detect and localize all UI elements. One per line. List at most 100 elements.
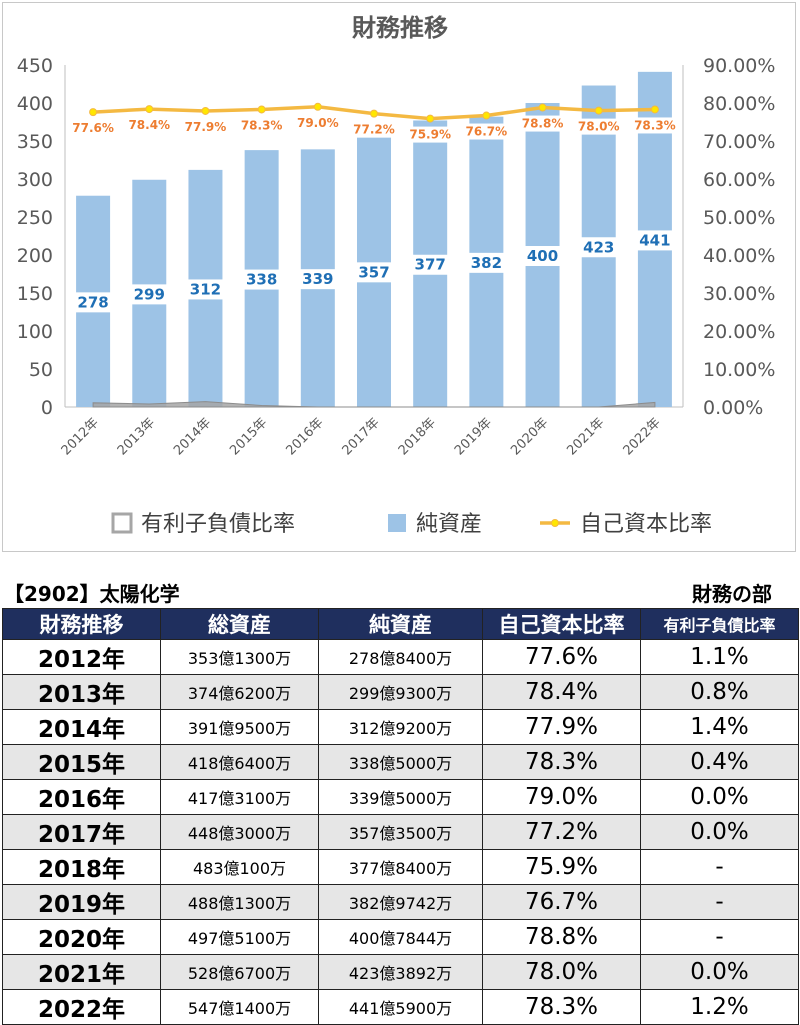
y2-tick-label: 10.00% [703, 359, 775, 381]
cell-year: 2012年 [2, 639, 161, 675]
point-equity-ratio [650, 105, 659, 114]
bar-label-bg [524, 246, 561, 266]
table-body: 2012年 353億1300万 278億8400万 77.6% 1.1% 2013年 374… [2, 639, 799, 1025]
cell-total-assets: 483億100万 [160, 849, 319, 885]
bar-label-bg [187, 279, 224, 300]
pct-label-bg [519, 115, 566, 132]
y-tick-label: 50 [29, 359, 53, 381]
equity-ratio-label: 78.3% [634, 118, 676, 132]
cell-net-assets: 377億8400万 [318, 849, 483, 885]
cell-total-assets: 353億1300万 [160, 639, 319, 675]
net-assets-label: 382 [471, 254, 502, 272]
cell-total-assets: 391億9500万 [160, 709, 319, 745]
legend-label-net: 純資産 [416, 512, 482, 537]
legend-swatch-equity-point [551, 519, 559, 527]
legend-label-debt: 有利子負債比率 [141, 512, 295, 537]
financial-table: 財務推移 総資産 純資産 自己資本比率 有利子負債比率 2012年 353億130… [2, 608, 799, 1025]
x-tick-label: 2021年 [564, 415, 607, 458]
cell-year: 2020年 [2, 919, 161, 955]
cell-debt-ratio: 1.1% [640, 639, 799, 675]
cell-net-assets: 278億8400万 [318, 639, 483, 675]
point-equity-ratio [201, 106, 210, 115]
cell-net-assets: 299億9300万 [318, 674, 483, 710]
table-row: 2021年 528億6700万 423億3892万 78.0% 0.0% [2, 954, 799, 990]
cell-debt-ratio: 0.0% [640, 814, 799, 850]
area-debt-ratio [92, 401, 656, 408]
cell-equity-ratio: 78.3% [482, 989, 641, 1025]
y2-tick-label: 0.00% [703, 397, 763, 419]
table-header-row: 財務推移 総資産 純資産 自己資本比率 有利子負債比率 [2, 608, 799, 640]
y2-tick-label: 60.00% [703, 169, 775, 191]
cell-debt-ratio: 0.0% [640, 954, 799, 990]
table-row: 2015年 418億6400万 338億5000万 78.3% 0.4% [2, 744, 799, 780]
table-row: 2012年 353億1300万 278億8400万 77.6% 1.1% [2, 639, 799, 675]
point-equity-ratio [89, 108, 98, 117]
cell-net-assets: 357億3500万 [318, 814, 483, 850]
cell-net-assets: 423億3892万 [318, 954, 483, 990]
net-assets-label: 357 [358, 263, 389, 281]
cell-debt-ratio: 1.2% [640, 989, 799, 1025]
net-assets-label: 339 [302, 270, 333, 288]
y2-tick-label: 20.00% [703, 321, 775, 343]
y2-tick-label: 30.00% [703, 283, 775, 305]
table-row: 2019年 488億1300万 382億9742万 76.7% - [2, 884, 799, 920]
x-tick-label: 2015年 [227, 415, 270, 458]
x-tick-label: 2019年 [452, 415, 495, 458]
bar-label-bg [580, 237, 617, 258]
cell-equity-ratio: 79.0% [482, 779, 641, 815]
y-tick-label: 450 [17, 55, 53, 77]
col-header-period: 財務推移 [2, 608, 161, 640]
net-assets-label: 278 [77, 293, 108, 311]
cell-equity-ratio: 77.6% [482, 639, 641, 675]
pct-label-bg [407, 126, 454, 143]
cell-net-assets: 382億9742万 [318, 884, 483, 920]
chart: 財務推移 0 50 100 150 200 250 300 350 400 450 0.00% 10.0… [17, 14, 776, 537]
x-tick-label: 2022年 [621, 415, 664, 458]
net-assets-label: 441 [639, 231, 670, 249]
table-row: 2017年 448億3000万 357億3500万 77.2% 0.0% [2, 814, 799, 850]
chart-title: 財務推移 [352, 14, 448, 42]
y-tick-label: 350 [17, 131, 53, 153]
equity-ratio-label: 78.8% [522, 117, 564, 131]
pct-label-bg [351, 121, 397, 138]
cell-debt-ratio: 0.8% [640, 674, 799, 710]
y-tick-label: 100 [17, 321, 53, 343]
cell-equity-ratio: 75.9% [482, 849, 641, 885]
equity-ratio-label: 78.4% [128, 118, 170, 132]
cell-equity-ratio: 78.8% [482, 919, 641, 955]
pct-label-bg [126, 117, 173, 134]
net-assets-label: 423 [583, 238, 614, 256]
col-header-debt-ratio: 有利子負債比率 [640, 608, 799, 640]
y-tick-label: 150 [17, 283, 53, 305]
cell-year: 2013年 [2, 674, 161, 710]
equity-ratio-label: 77.2% [353, 123, 395, 137]
bar-label-bg [356, 262, 392, 283]
pct-label-bg [238, 117, 285, 134]
table-header-line: 【2902】太陽化学 財務の部 [0, 578, 800, 606]
y2-tick-label: 50.00% [703, 207, 775, 229]
cell-net-assets: 339億5000万 [318, 779, 483, 815]
cell-total-assets: 528億6700万 [160, 954, 319, 990]
cell-year: 2014年 [2, 709, 161, 745]
bar-label-bg [75, 292, 112, 313]
bar-label-bg [636, 230, 673, 251]
pct-label-bg [70, 120, 117, 137]
net-assets-label: 377 [415, 256, 446, 274]
x-tick-label: 2020年 [508, 415, 551, 458]
point-equity-ratio [257, 105, 266, 114]
y2-tick-label: 90.00% [703, 55, 775, 77]
equity-ratio-label: 78.3% [241, 118, 283, 132]
col-header-net-assets: 純資産 [318, 608, 483, 640]
equity-ratio-label: 79.0% [297, 116, 339, 130]
cell-year: 2019年 [2, 884, 161, 920]
x-tick-label: 2014年 [171, 415, 214, 458]
table-row: 2016年 417億3100万 339億5000万 79.0% 0.0% [2, 779, 799, 815]
cell-year: 2016年 [2, 779, 161, 815]
equity-ratio-label: 78.0% [578, 120, 620, 134]
cell-year: 2018年 [2, 849, 161, 885]
cell-debt-ratio: - [640, 884, 799, 920]
cell-year: 2017年 [2, 814, 161, 850]
table-row: 2014年 391億9500万 312億9200万 77.9% 1.4% [2, 709, 799, 745]
x-tick-label: 2017年 [340, 415, 383, 458]
point-equity-ratio [538, 103, 547, 112]
